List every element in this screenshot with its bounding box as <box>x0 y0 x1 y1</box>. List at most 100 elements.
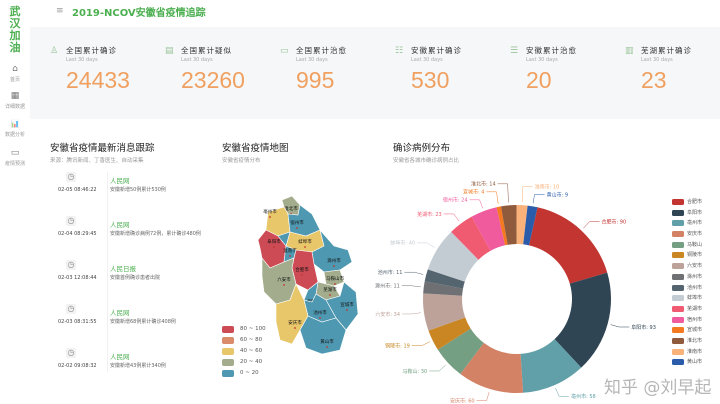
news-text: 安徽新增68例累计确诊408例 <box>110 319 176 325</box>
city-marker <box>269 216 271 218</box>
legend-label: 马鞍山 <box>687 241 703 248</box>
sidebar-item-analysis[interactable]: 📊 数据分析 <box>0 119 30 138</box>
pie-slice[interactable] <box>471 207 506 251</box>
legend-swatch <box>672 337 684 344</box>
clock-icon: ◷ <box>66 260 76 270</box>
pie-slice[interactable] <box>516 205 528 245</box>
city-label: 池州市 <box>313 309 327 316</box>
legend-label: 芜湖市 <box>687 305 703 312</box>
pie-legend-item[interactable]: 淮北市 <box>672 337 702 349</box>
pie-slice[interactable] <box>528 207 608 284</box>
city-marker <box>296 227 298 229</box>
label-line <box>411 341 431 346</box>
pie-slice[interactable] <box>451 216 491 260</box>
legend-swatch <box>672 316 684 323</box>
city-label: 淮北市 <box>284 205 298 212</box>
legend-label: 黄山市 <box>687 359 703 366</box>
stat-label: 全国累计疑似 <box>181 46 232 55</box>
map-region[interactable] <box>311 229 353 273</box>
stat-subtitle: Last 30 days <box>181 57 213 63</box>
city-marker <box>319 317 321 319</box>
sidebar-item-details[interactable]: ▦ 详细数据 <box>0 91 30 110</box>
pie-label: 亳州市: 58 <box>571 393 596 400</box>
pie-slice[interactable] <box>500 205 517 245</box>
pie-label: 阜阳市: 93 <box>631 324 656 331</box>
pie-slice[interactable] <box>437 328 484 375</box>
pie-legend-item[interactable]: 亳州市 <box>672 220 702 231</box>
pie-label: 池州市: 11 <box>378 269 403 276</box>
pie-label: 淮南市: 10 <box>535 183 560 190</box>
pie-legend-item[interactable]: 合肥市 <box>672 199 702 210</box>
sidebar-item-label: 首页 <box>9 77 20 83</box>
map-region[interactable] <box>323 269 345 287</box>
legend-swatch <box>222 359 234 366</box>
label-line <box>429 364 446 372</box>
pie-legend-item[interactable]: 黄山市 <box>672 359 702 370</box>
map-legend-item[interactable]: 40 ~ 60 <box>222 348 266 359</box>
map-legend-item[interactable]: 60 ~ 80 <box>222 337 266 348</box>
legend-label: 60 ~ 80 <box>240 337 263 343</box>
pie-slice[interactable] <box>554 272 611 368</box>
menu-toggle-icon[interactable]: ≡ <box>56 6 64 16</box>
legend-label: 80 ~ 100 <box>240 326 266 332</box>
pie-slice[interactable] <box>460 342 524 393</box>
pie-legend-item[interactable]: 安庆市 <box>672 231 702 242</box>
pie-legend-item[interactable]: 淮南市 <box>672 348 702 360</box>
pie-slice[interactable] <box>423 281 463 296</box>
user-icon: ♙ <box>50 46 59 56</box>
pie-slice[interactable] <box>428 317 471 350</box>
pie-label: 马鞍山: 30 <box>403 368 428 375</box>
news-source-link[interactable]: 人民网 <box>110 177 130 185</box>
pie-legend-item[interactable]: 芜湖市 <box>672 305 703 317</box>
pie-slice[interactable] <box>424 269 465 289</box>
stat-label: 芜湖累计确诊 <box>641 46 692 55</box>
map-region[interactable] <box>299 315 347 355</box>
news-source-link[interactable]: 人民网 <box>110 221 130 229</box>
pie-legend-item[interactable]: 蚌埠市 <box>672 295 702 306</box>
sidebar-item-home[interactable]: ⌂ 首页 <box>0 64 30 83</box>
legend-label: 合肥市 <box>687 199 703 205</box>
legend-swatch <box>672 284 684 291</box>
label-line <box>401 285 421 288</box>
pie-title: 确诊病例分布 <box>393 143 451 154</box>
map-legend-item[interactable]: 20 ~ 40 <box>222 359 266 370</box>
pie-slice[interactable] <box>427 231 479 282</box>
pie-label: 黄山市: 9 <box>547 191 568 198</box>
city-label: 马鞍山市 <box>326 275 344 282</box>
news-source-link[interactable]: 人民日报 <box>110 265 136 273</box>
stat-subtitle: Last 30 days <box>641 57 673 63</box>
map-legend-item[interactable]: 80 ~ 100 <box>222 326 266 337</box>
sidebar-item-label: 详细数据 <box>4 104 25 110</box>
city-label: 宿州市 <box>290 219 304 226</box>
pie-slice[interactable] <box>523 205 538 246</box>
pie-slice[interactable] <box>520 339 582 393</box>
pie-slice[interactable] <box>423 293 466 331</box>
pie-legend-item[interactable]: 池州市 <box>672 284 702 296</box>
pie-slice[interactable] <box>496 206 508 246</box>
clock-icon: ◷ <box>66 348 76 358</box>
news-source-link[interactable]: 人民网 <box>110 353 130 361</box>
pie-legend-item[interactable]: 宣城市 <box>672 327 702 338</box>
pie-legend: 合肥市 阜阳市 亳州市 安庆市 马鞍山 铜陵市 六安市 滁州市 池州市 蚌埠市 芜湖市 宿州市 宣城市淮… <box>672 199 702 370</box>
pie-legend-item[interactable]: 六安市 <box>672 263 702 274</box>
clock-icon: ◷ <box>66 216 76 226</box>
pie-legend-item[interactable]: 滁州市 <box>672 273 702 285</box>
legend-swatch <box>672 220 684 227</box>
pie-legend-item[interactable]: 宿州市 <box>672 316 702 328</box>
pie-label: 蚌埠市: 40 <box>390 240 415 247</box>
pie-legend-item[interactable]: 铜陵市 <box>672 252 702 263</box>
card-icon: ▭ <box>280 46 289 56</box>
pie-legend-item[interactable]: 阜阳市 <box>672 209 702 221</box>
table-icon: ▥ <box>625 46 634 56</box>
city-label: 安庆市 <box>288 319 302 326</box>
legend-label: 亳州市 <box>687 220 703 227</box>
legend-swatch <box>672 305 684 312</box>
stat-value: 23260 <box>181 67 245 93</box>
news-text: 安徽首例确诊患者出院 <box>110 275 161 281</box>
map-legend-item[interactable]: 0 ~ 20 <box>222 370 266 381</box>
news-source-link[interactable]: 人民网 <box>110 309 130 317</box>
sidebar-item-forecast[interactable]: ▭ 疫情预测 <box>0 148 30 167</box>
pie-legend-item[interactable]: 马鞍山 <box>672 241 703 253</box>
city-marker <box>346 309 348 311</box>
grid-icon: ▦ <box>10 91 20 101</box>
